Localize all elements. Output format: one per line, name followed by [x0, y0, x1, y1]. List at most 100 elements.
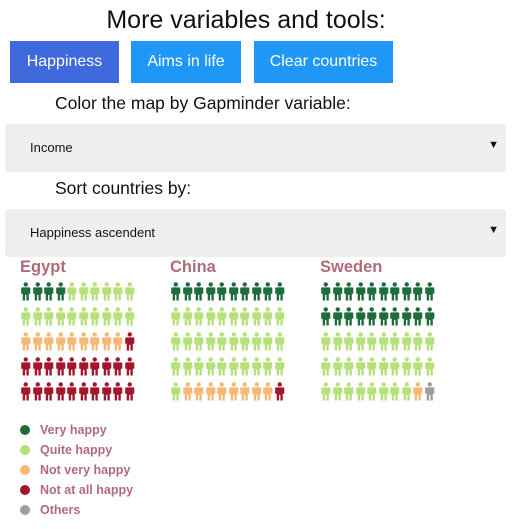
clear-countries-button[interactable]: Clear countries	[254, 41, 393, 83]
person-icon-very-happy	[217, 282, 227, 301]
legend-label: Very happy	[40, 423, 107, 437]
person-row	[320, 307, 435, 332]
person-row	[320, 357, 435, 382]
person-icon-quite-happy	[367, 332, 377, 351]
person-icon-quite-happy	[171, 357, 181, 376]
person-icon-quite-happy	[240, 307, 250, 326]
person-icon-very-happy	[401, 282, 411, 301]
person-icon-quite-happy	[424, 357, 434, 376]
person-icon-not-very-happy	[228, 382, 238, 401]
person-icon-quite-happy	[113, 282, 123, 301]
person-icon-quite-happy	[332, 382, 342, 401]
person-icon-quite-happy	[344, 357, 354, 376]
person-icon-very-happy	[424, 282, 434, 301]
person-icon-not-very-happy	[113, 332, 123, 351]
legend-item-others: Others	[20, 500, 133, 520]
legend-label: Quite happy	[40, 443, 113, 457]
country-name: Egypt	[20, 258, 66, 276]
person-icon-not-at-all-happy	[101, 357, 111, 376]
person-grid	[320, 282, 435, 407]
color-variable-select[interactable]: Income ▼	[5, 124, 506, 172]
person-icon-quite-happy	[251, 307, 261, 326]
person-icon-very-happy	[228, 282, 238, 301]
person-icon-not-at-all-happy	[124, 357, 134, 376]
person-icon-quite-happy	[274, 357, 284, 376]
person-icon-not-at-all-happy	[90, 382, 100, 401]
person-icon-very-happy	[55, 282, 65, 301]
person-icon-quite-happy	[401, 332, 411, 351]
person-icon-very-happy	[321, 307, 331, 326]
person-icon-quite-happy	[355, 382, 365, 401]
person-icon-very-happy	[413, 282, 423, 301]
legend-label: Not at all happy	[40, 483, 134, 497]
person-row	[20, 307, 135, 332]
country-card-sweden[interactable]: Sweden	[320, 257, 435, 407]
person-icon-not-at-all-happy	[78, 357, 88, 376]
dropdown-arrow-icon: ▼	[488, 139, 499, 151]
person-icon-quite-happy	[401, 382, 411, 401]
aims-in-life-button[interactable]: Aims in life	[131, 41, 241, 83]
person-icon-very-happy	[44, 282, 54, 301]
person-icon-not-very-happy	[205, 382, 215, 401]
person-icon-quite-happy	[205, 307, 215, 326]
person-icon-quite-happy	[171, 332, 181, 351]
person-icon-quite-happy	[413, 332, 423, 351]
person-icon-quite-happy	[171, 382, 181, 401]
person-icon-not-very-happy	[251, 382, 261, 401]
country-card-china[interactable]: China	[170, 257, 285, 407]
sort-label: Sort countries by:	[55, 178, 192, 198]
person-icon-quite-happy	[378, 357, 388, 376]
person-icon-very-happy	[240, 282, 250, 301]
person-icon-very-happy	[378, 282, 388, 301]
person-icon-quite-happy	[390, 357, 400, 376]
person-icon-not-at-all-happy	[67, 382, 77, 401]
sort-select[interactable]: Happiness ascendent ▼	[5, 209, 506, 257]
person-icon-quite-happy	[101, 282, 111, 301]
person-icon-quite-happy	[228, 307, 238, 326]
person-row	[170, 282, 285, 307]
person-icon-quite-happy	[240, 357, 250, 376]
person-icon-very-happy	[21, 282, 31, 301]
person-icon-not-at-all-happy	[90, 357, 100, 376]
person-icon-quite-happy	[251, 357, 261, 376]
person-icon-quite-happy	[332, 332, 342, 351]
person-icon-quite-happy	[390, 332, 400, 351]
person-grid	[20, 282, 135, 407]
person-row	[320, 332, 435, 357]
person-icon-quite-happy	[194, 357, 204, 376]
person-icon-not-very-happy	[67, 332, 77, 351]
person-icon-quite-happy	[378, 332, 388, 351]
person-icon-not-very-happy	[101, 332, 111, 351]
person-icon-quite-happy	[321, 382, 331, 401]
person-icon-quite-happy	[194, 332, 204, 351]
country-card-egypt[interactable]: Egypt	[20, 257, 135, 407]
person-icon-not-very-happy	[55, 332, 65, 351]
person-icon-very-happy	[390, 307, 400, 326]
person-row	[170, 307, 285, 332]
legend-item-very-happy: Very happy	[20, 420, 133, 440]
happiness-button[interactable]: Happiness	[10, 41, 119, 83]
person-icon-not-at-all-happy	[113, 382, 123, 401]
person-icon-quite-happy	[124, 282, 134, 301]
legend-dot	[20, 485, 30, 495]
person-icon-very-happy	[355, 282, 365, 301]
legend-label: Others	[40, 503, 81, 517]
person-icon-quite-happy	[44, 307, 54, 326]
legend-item-not-very-happy: Not very happy	[20, 460, 133, 480]
person-icon-very-happy	[355, 307, 365, 326]
person-icon-not-at-all-happy	[32, 382, 42, 401]
person-icon-not-at-all-happy	[32, 357, 42, 376]
person-icon-very-happy	[344, 307, 354, 326]
happiness-legend: Very happy Quite happy Not very happy No…	[20, 420, 133, 520]
person-icon-not-at-all-happy	[101, 382, 111, 401]
person-icon-very-happy	[401, 307, 411, 326]
person-icon-very-happy	[332, 307, 342, 326]
person-icon-not-very-happy	[182, 382, 192, 401]
person-icon-very-happy	[390, 282, 400, 301]
person-icon-quite-happy	[367, 382, 377, 401]
legend-label: Not very happy	[40, 463, 131, 477]
person-icon-very-happy	[182, 282, 192, 301]
person-icon-quite-happy	[228, 332, 238, 351]
person-icon-not-at-all-happy	[21, 357, 31, 376]
person-row	[170, 382, 285, 407]
